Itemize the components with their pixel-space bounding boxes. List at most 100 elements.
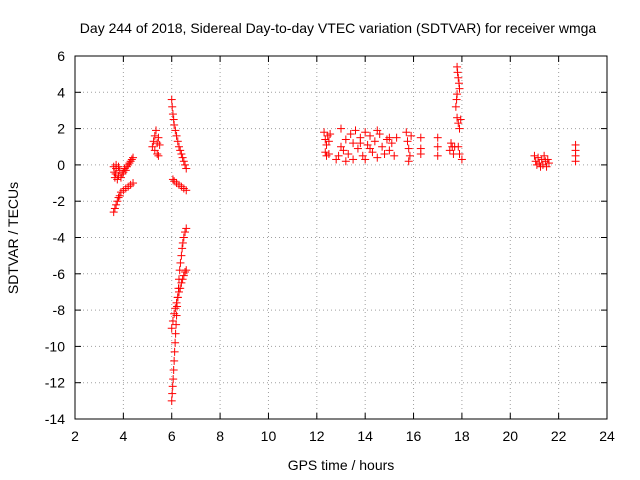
data-point <box>170 120 179 129</box>
data-point <box>405 151 414 160</box>
data-point <box>455 124 464 133</box>
data-point <box>171 126 180 135</box>
data-point <box>320 128 329 137</box>
data-point <box>326 130 335 139</box>
data-point <box>168 382 177 391</box>
data-point <box>380 150 389 159</box>
data-point <box>530 151 539 160</box>
x-tick-label: 12 <box>309 428 325 444</box>
data-point <box>170 309 179 318</box>
data-point <box>361 155 370 164</box>
data-point <box>177 150 186 159</box>
data-point <box>373 153 382 162</box>
data-point <box>416 150 425 159</box>
data-point <box>385 146 394 155</box>
data-point <box>349 139 358 148</box>
data-point <box>173 293 182 302</box>
data-point <box>179 157 188 166</box>
data-points <box>109 62 580 405</box>
data-point <box>534 153 543 162</box>
data-point <box>351 126 360 135</box>
data-point <box>110 168 119 177</box>
data-point <box>113 197 122 206</box>
data-point <box>171 329 180 338</box>
y-tick-label: -12 <box>45 375 65 391</box>
data-point <box>451 102 460 111</box>
data-point <box>167 95 176 104</box>
x-tick-label: 2 <box>71 428 79 444</box>
data-point <box>178 238 187 247</box>
data-point <box>341 135 350 144</box>
data-point <box>407 131 416 140</box>
data-point <box>153 150 162 159</box>
data-point <box>167 396 176 405</box>
x-tick-label: 24 <box>599 428 615 444</box>
data-point <box>378 142 387 151</box>
data-point <box>571 157 580 166</box>
y-tick-label: -6 <box>53 266 66 282</box>
data-point <box>176 146 185 155</box>
data-point <box>114 162 123 171</box>
x-tick-labels: 2 4 6 8 10 12 14 16 18 20 22 24 <box>71 428 615 444</box>
data-point <box>127 155 136 164</box>
data-point <box>392 133 401 142</box>
x-tick-label: 18 <box>454 428 470 444</box>
data-point <box>403 137 412 146</box>
axis-ticks <box>74 55 608 420</box>
data-point <box>366 131 375 140</box>
data-point <box>181 267 190 276</box>
data-point <box>118 169 127 178</box>
chart-title: Day 244 of 2018, Sidereal Day-to-day VTE… <box>80 20 597 36</box>
data-point <box>172 298 181 307</box>
data-point <box>168 110 177 119</box>
data-point <box>337 124 345 133</box>
data-point <box>433 133 442 142</box>
data-point <box>152 126 161 135</box>
data-point <box>385 133 394 142</box>
data-point <box>543 155 552 164</box>
y-tick-label: 6 <box>57 48 65 64</box>
data-point <box>155 140 164 149</box>
x-tick-label: 4 <box>119 428 127 444</box>
data-point <box>174 142 183 151</box>
data-point <box>356 139 365 148</box>
data-point <box>171 304 180 313</box>
data-point <box>112 200 121 209</box>
data-point <box>390 151 399 160</box>
data-point <box>174 287 183 296</box>
data-point <box>172 131 181 140</box>
data-point <box>349 155 358 164</box>
data-point <box>373 126 382 135</box>
data-point <box>370 137 379 146</box>
y-tick-label: -10 <box>45 338 65 354</box>
data-point <box>346 130 355 139</box>
y-tick-label: -14 <box>45 411 65 427</box>
data-point <box>182 266 191 275</box>
data-point <box>540 151 549 160</box>
data-point <box>455 150 464 159</box>
data-point <box>456 115 465 124</box>
y-axis-label: SDTVAR / TECUs <box>5 182 21 294</box>
data-point <box>453 113 462 122</box>
x-tick-label: 6 <box>168 428 176 444</box>
y-tick-label: -2 <box>53 193 66 209</box>
data-point <box>171 338 180 347</box>
data-point <box>455 84 464 93</box>
x-tick-label: 16 <box>406 428 422 444</box>
data-point <box>114 193 123 202</box>
y-tick-label: 0 <box>57 157 65 173</box>
data-point <box>121 166 130 175</box>
data-point <box>366 144 375 153</box>
x-tick-label: 8 <box>216 428 224 444</box>
data-point <box>178 153 187 162</box>
data-point <box>173 137 182 146</box>
data-point <box>182 224 191 233</box>
data-point <box>110 204 119 213</box>
data-point <box>154 151 163 160</box>
data-point <box>169 365 178 374</box>
data-point <box>361 128 370 137</box>
data-point <box>170 347 179 356</box>
data-point <box>181 228 190 237</box>
data-point <box>177 278 186 287</box>
data-point <box>168 175 177 184</box>
